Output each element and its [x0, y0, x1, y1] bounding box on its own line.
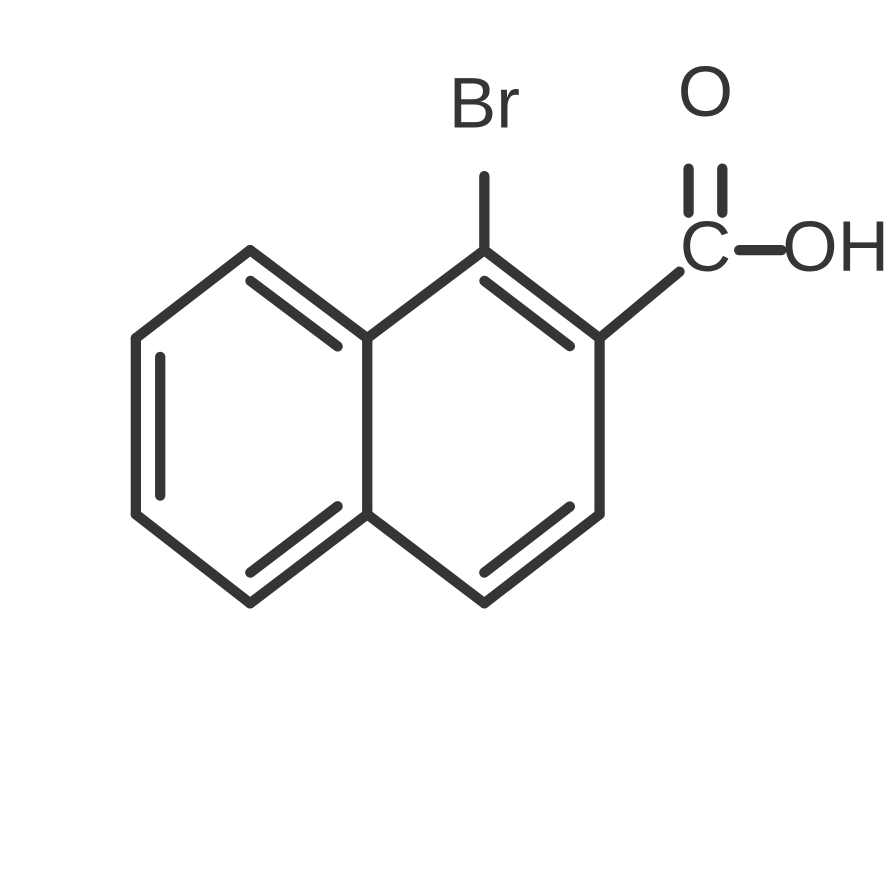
atom-label: OH — [782, 208, 889, 287]
bond — [484, 507, 570, 573]
bond — [250, 506, 337, 572]
bond — [600, 272, 680, 338]
atom-label: Br — [449, 64, 520, 143]
bond — [367, 514, 484, 603]
labels-group: Br CO OH — [449, 53, 889, 287]
bond — [250, 281, 337, 347]
atom-label: O — [678, 53, 733, 132]
bond — [136, 514, 250, 603]
bond — [367, 250, 484, 338]
molecule-diagram: Br CO OH — [0, 0, 890, 890]
atom-label: C — [680, 208, 731, 287]
bond — [484, 281, 569, 346]
bond — [136, 250, 250, 338]
